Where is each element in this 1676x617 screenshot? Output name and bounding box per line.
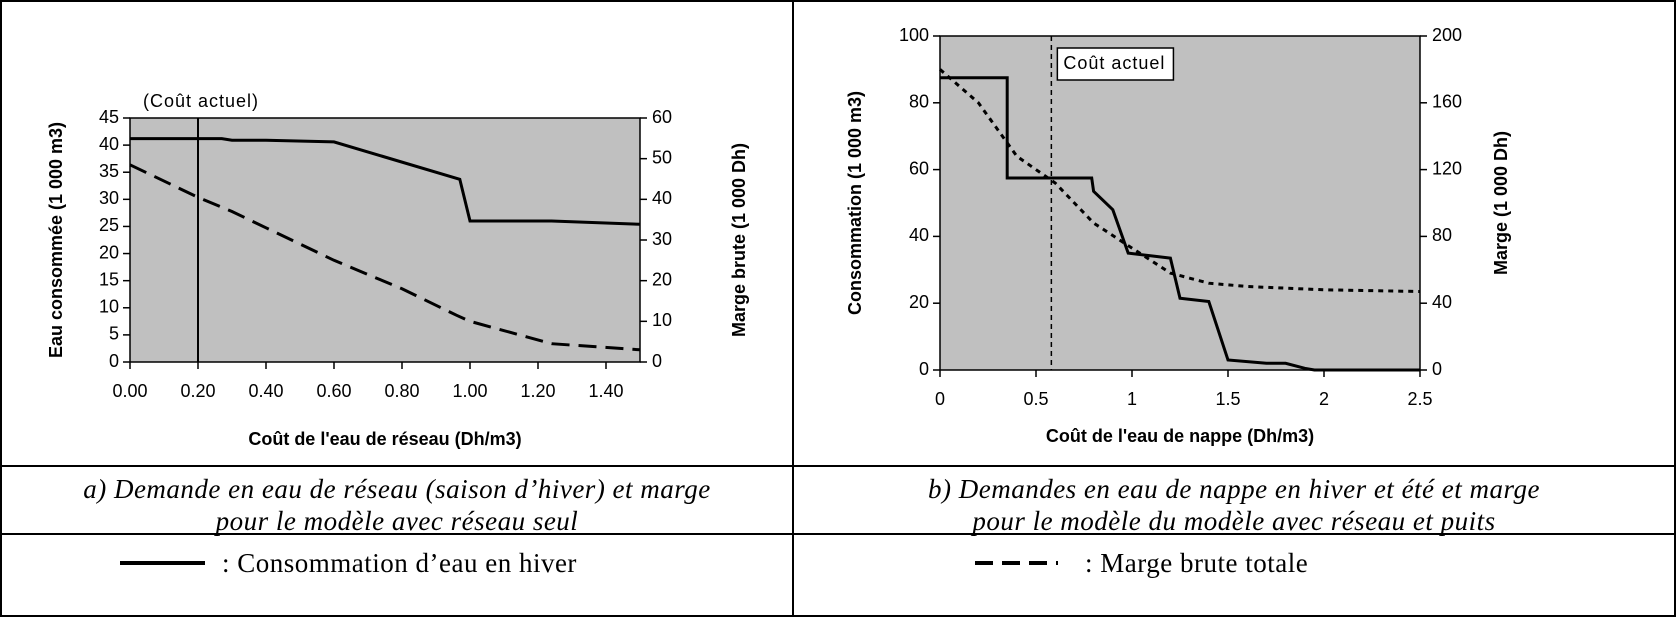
annotation-text: (Coût actuel)	[143, 91, 259, 111]
data-line	[940, 76, 1420, 372]
y2-tick-label: 40	[652, 188, 672, 208]
y-tick-label: 60	[909, 158, 929, 178]
data-line	[130, 137, 641, 226]
y-tick-label: 0	[919, 359, 929, 379]
y2-tick-label: 200	[1432, 25, 1462, 45]
y2-tick-label: 30	[652, 229, 672, 249]
y2-axis-title: Marge brute (1 000 Dh)	[729, 143, 749, 337]
x-tick-label: 0.20	[180, 381, 215, 401]
y2-tick-label: 80	[1432, 225, 1452, 245]
data-line	[129, 163, 641, 352]
x-tick-label: 1.20	[520, 381, 555, 401]
y2-tick-label: 50	[652, 147, 672, 167]
x-tick-label: 0.5	[1023, 389, 1048, 409]
x-tick-label: 0	[935, 389, 945, 409]
legend-label: : Marge brute totale	[1085, 548, 1308, 578]
y-tick-label: 35	[99, 161, 119, 181]
x-tick-label: 1.00	[452, 381, 487, 401]
caption: pour le modèle avec réseau seul	[214, 506, 579, 536]
y-tick-label: 40	[909, 225, 929, 245]
y-tick-label: 80	[909, 92, 929, 112]
y-tick-label: 5	[109, 324, 119, 344]
caption: pour le modèle du modèle avec réseau et …	[970, 506, 1495, 536]
x-tick-label: 1	[1127, 389, 1137, 409]
x-axis-title: Coût de l'eau de réseau (Dh/m3)	[248, 429, 521, 449]
x-tick-label: 2	[1319, 389, 1329, 409]
x-tick-label: 1.5	[1215, 389, 1240, 409]
caption: a) Demande en eau de réseau (saison d’hi…	[83, 474, 711, 504]
y2-tick-label: 160	[1432, 92, 1462, 112]
annotation-text: Coût actuel	[1063, 53, 1165, 73]
legend-label: : Consommation d’eau en hiver	[222, 548, 577, 578]
plot-area	[939, 35, 1421, 371]
y2-tick-label: 120	[1432, 158, 1462, 178]
y-tick-label: 45	[99, 107, 119, 127]
y2-tick-label: 60	[652, 107, 672, 127]
y-tick-label: 100	[899, 25, 929, 45]
x-tick-label: 1.40	[588, 381, 623, 401]
y2-axis-title: Marge (1 000 Dh)	[1491, 131, 1511, 275]
y-tick-label: 30	[99, 188, 119, 208]
annotation-box	[1056, 47, 1175, 81]
x-tick-label: 0.60	[316, 381, 351, 401]
y2-tick-label: 0	[1432, 359, 1442, 379]
y-axis-title: Consommation (1 000 m3)	[845, 91, 865, 315]
y-tick-label: 10	[99, 297, 119, 317]
y-tick-label: 20	[99, 242, 119, 262]
x-tick-label: 0.40	[248, 381, 283, 401]
data-line	[939, 68, 1421, 293]
x-axis-title: Coût de l'eau de nappe (Dh/m3)	[1046, 426, 1314, 446]
y2-tick-label: 20	[652, 269, 672, 289]
x-tick-label: 2.5	[1407, 389, 1432, 409]
caption: b) Demandes en eau de nappe en hiver et …	[928, 474, 1540, 504]
y-axis-title: Eau consommée (1 000 m3)	[46, 122, 66, 358]
x-tick-label: 0.80	[384, 381, 419, 401]
y-tick-label: 20	[909, 292, 929, 312]
y-tick-label: 15	[99, 269, 119, 289]
y-tick-label: 0	[109, 351, 119, 371]
plot-area	[129, 117, 641, 363]
y-tick-label: 40	[99, 134, 119, 154]
y-tick-label: 25	[99, 215, 119, 235]
y2-tick-label: 40	[1432, 292, 1452, 312]
y2-tick-label: 0	[652, 351, 662, 371]
y2-tick-label: 10	[652, 310, 672, 330]
x-tick-label: 0.00	[112, 381, 147, 401]
